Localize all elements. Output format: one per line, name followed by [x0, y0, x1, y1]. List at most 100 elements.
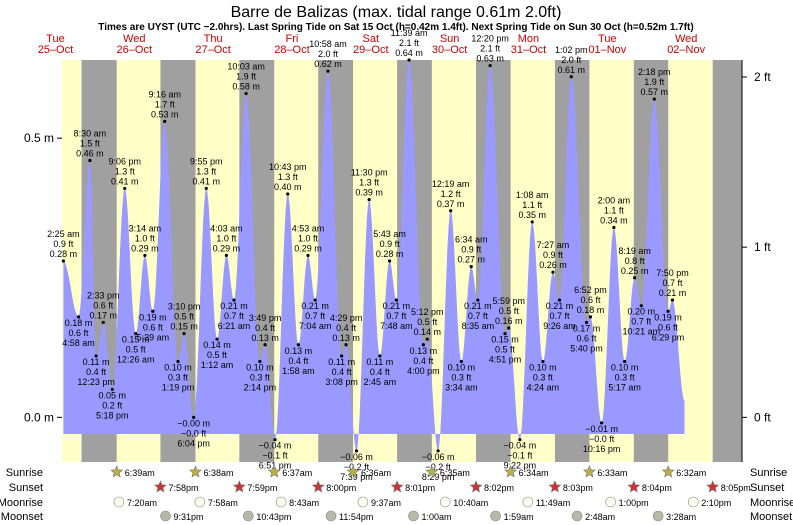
tide-point	[584, 320, 589, 325]
tide-label: 3:34 am	[445, 383, 478, 393]
astro-time: 11:49am	[536, 498, 570, 508]
astro-time: 6:33am	[597, 468, 627, 478]
day-name: Tue	[598, 33, 617, 45]
tide-point	[503, 331, 507, 336]
tide-label: 0.39 m	[355, 188, 383, 198]
tide-point	[273, 438, 277, 442]
tide-point	[340, 354, 344, 358]
tide-label: 0.40 m	[274, 182, 302, 192]
tide-label: 0.16 m	[495, 316, 523, 326]
tide-label: 0.21 m	[220, 301, 248, 311]
tide-point	[588, 315, 593, 319]
tide-label: 0.7 ft	[224, 311, 245, 321]
tide-label: 0.29 m	[213, 243, 241, 253]
tide-label: 0.3 ft	[451, 373, 472, 383]
tide-label: 5:40 pm	[570, 343, 603, 353]
tide-label: 1.1 ft	[522, 200, 543, 210]
astro-label-left: Moonset	[1, 511, 43, 523]
tide-label: 3:08 pm	[325, 377, 358, 387]
tide-label: 0.3 ft	[615, 373, 636, 383]
tide-label: 0.5 ft	[495, 345, 516, 355]
moonrise-icon	[687, 496, 699, 508]
astro-time: 6:32am	[676, 468, 706, 478]
tide-label: 4:53 am	[292, 223, 325, 233]
tide-label: 1:12 am	[201, 360, 234, 370]
day-name: Thu	[204, 33, 223, 45]
tide-label: 1.1 ft	[604, 206, 625, 216]
tide-label: 2:33 pm	[87, 290, 120, 300]
sunrise-icon	[110, 465, 124, 478]
tide-point	[176, 359, 180, 364]
tide-point	[459, 359, 463, 364]
tide-point	[258, 359, 262, 364]
tide-label: 0.7 ft	[468, 311, 489, 321]
tide-label: 1.9 ft	[644, 77, 665, 87]
tide-label: 4:24 am	[527, 383, 560, 393]
tide-label: 0.7 ft	[305, 311, 326, 321]
tide-label: 4:03 am	[210, 223, 243, 233]
tide-label: 2.1 ft	[399, 38, 420, 48]
tide-label: −0.00 m	[177, 418, 210, 428]
astro-label-left: Sunset	[9, 482, 43, 494]
tide-label: 12:20 pm	[471, 34, 509, 44]
tide-label: 0.18 m	[65, 318, 93, 328]
tide-label: −0.01 m	[585, 424, 618, 434]
tide-point	[313, 298, 317, 302]
tide-label: 2:25 am	[47, 229, 80, 239]
tide-label: 4:29 pm	[330, 313, 363, 323]
sunrise-icon	[661, 465, 675, 478]
tide-label: 7:48 am	[380, 321, 413, 331]
tide-labels: 2:25 am0.9 ft0.28 m0.18 m0.6 ft4:58 am8:…	[47, 28, 689, 482]
moonrise-icon	[605, 496, 616, 508]
tide-point	[425, 337, 429, 341]
astro-time: 8:01pm	[405, 483, 435, 493]
tide-label: 0.15 m	[122, 335, 150, 345]
tide-label: 0.62 m	[314, 59, 342, 69]
right-tick-label: 2 ft	[754, 70, 771, 84]
axes: 0.5 m 0.0 m 2 ft 1 ft 0 ft	[24, 60, 771, 462]
tide-label: 1.0 ft	[298, 233, 319, 243]
tide-point	[600, 421, 604, 425]
tide-label: 9:22 pm	[504, 461, 537, 471]
tide-label: 0.26 m	[539, 260, 567, 270]
sunrise-icon	[189, 465, 202, 478]
moonrise-icon	[439, 496, 451, 508]
tide-label: 1.0 ft	[216, 233, 237, 243]
tide-label: 8:35 am	[462, 321, 495, 331]
sunset-icon	[232, 480, 246, 493]
tide-label: 0.20 m	[628, 307, 656, 317]
astro-time: 6:34am	[519, 468, 549, 478]
astro-time: 6:38am	[203, 468, 233, 478]
tide-label: 0.5 ft	[499, 306, 520, 316]
tide-label: 5:12 pm	[411, 307, 444, 317]
tide-point	[244, 91, 248, 96]
tide-point	[101, 320, 105, 325]
astro-time: 11:54pm	[339, 512, 373, 522]
tide-label: 7:50 pm	[656, 268, 689, 278]
tide-label: 5:43 am	[373, 229, 406, 239]
astro-time: 9:31pm	[174, 512, 204, 522]
tide-point	[151, 309, 155, 313]
day-name: Fri	[286, 33, 299, 45]
tide-label: 8:19 am	[618, 246, 651, 256]
sunrise-icon	[504, 465, 518, 478]
astro-time: 6:35am	[440, 468, 470, 478]
tide-label: 0.6 ft	[93, 300, 114, 310]
tide-point	[469, 264, 473, 269]
tide-label: −0.0 ft	[181, 428, 207, 438]
moonset-icon	[243, 510, 254, 522]
tide-point	[110, 387, 114, 392]
tide-point	[670, 298, 675, 302]
tide-label: 3:10 pm	[168, 302, 201, 312]
tide-label: 0.13 m	[251, 333, 279, 343]
tide-label: 7:04 am	[299, 321, 332, 331]
tide-label: 0.19 m	[139, 312, 167, 322]
astro-time: 7:20am	[127, 498, 157, 508]
tide-label: 6:52 pm	[574, 285, 607, 295]
tide-label: −0.0 ft	[589, 434, 615, 444]
day-name: Sat	[363, 33, 380, 45]
tide-label: 0.4 ft	[86, 367, 107, 377]
tide-label: −0.2 ft	[344, 462, 370, 472]
sunrise-icon	[267, 465, 281, 478]
tide-label: 0.6 ft	[658, 322, 679, 332]
